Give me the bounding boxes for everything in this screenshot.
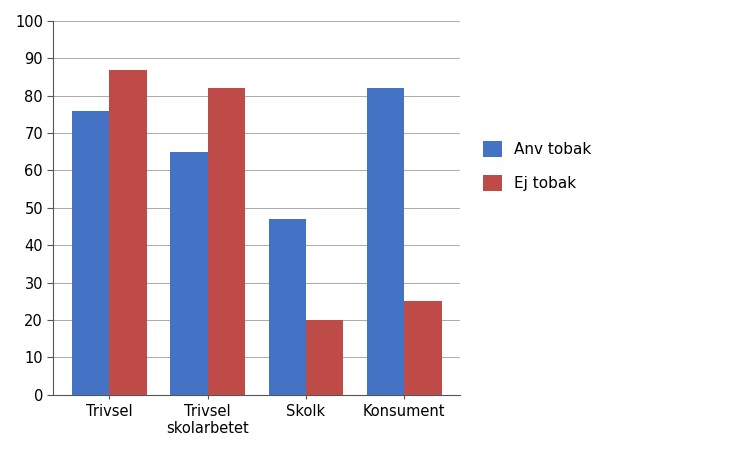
Bar: [269, 219, 306, 395]
Bar: [109, 69, 147, 395]
Legend: Anv tobak, Ej tobak: Anv tobak, Ej tobak: [476, 133, 599, 199]
Bar: [404, 301, 441, 395]
Bar: [208, 88, 245, 395]
Bar: [367, 88, 404, 395]
Bar: [306, 320, 343, 395]
Bar: [170, 152, 208, 395]
Bar: [72, 110, 109, 395]
